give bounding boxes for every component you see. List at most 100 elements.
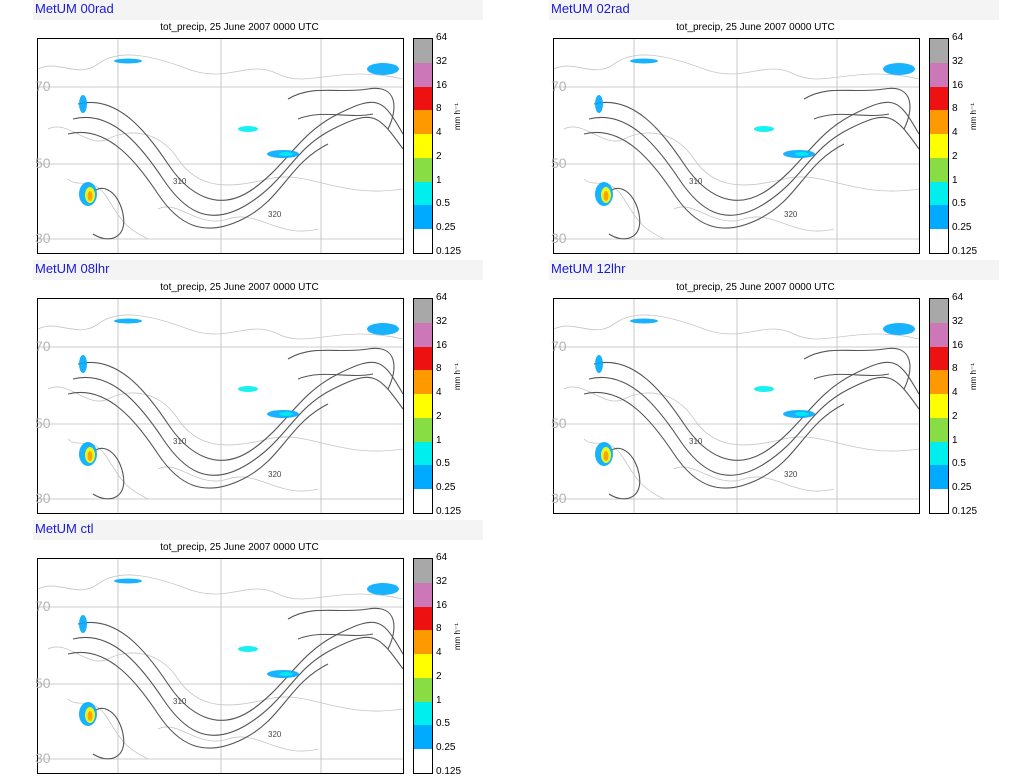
colorbar-segment xyxy=(930,181,948,206)
map-frame: 310 320 xyxy=(553,298,920,514)
colorbar-segment xyxy=(414,134,432,158)
map-frame: 310 320 xyxy=(37,38,404,254)
latitude-label: 70 xyxy=(35,598,51,614)
precip-blob xyxy=(630,318,658,324)
precip-blob xyxy=(754,386,774,392)
colorbar-level-label: 0.25 xyxy=(436,742,456,754)
precip-blob xyxy=(114,58,142,64)
colorbar-segment xyxy=(930,465,948,490)
colorbar-level-label: 16 xyxy=(952,79,964,91)
latitude-label: 30 xyxy=(35,230,51,246)
precip-blob xyxy=(795,152,809,156)
colorbar-segment xyxy=(414,62,432,87)
colorbar-segment xyxy=(414,559,432,583)
precip-blob xyxy=(114,578,142,584)
panel-title: MetUM ctl xyxy=(35,521,94,536)
colorbar-unit: mm h⁻¹ xyxy=(453,103,462,130)
precip-blob xyxy=(595,95,603,113)
precip-blob xyxy=(367,583,399,595)
colorbar-level-label: 0.125 xyxy=(436,766,462,777)
colorbar-segment xyxy=(414,370,432,395)
colorbar-level-label: 0.5 xyxy=(952,458,966,470)
colorbar-level-label: 16 xyxy=(952,339,964,351)
precip-blob xyxy=(795,412,809,416)
colorbar-segment xyxy=(414,39,432,63)
colorbar-level-label: 1 xyxy=(952,174,958,186)
colorbar-level-label: 2 xyxy=(436,670,442,682)
colorbar-segment xyxy=(930,110,948,135)
map-frame: 310 320 xyxy=(37,298,404,514)
colorbar-segment xyxy=(930,417,948,442)
coastlines xyxy=(554,314,919,500)
colorbar-level-label: 0.25 xyxy=(952,222,972,234)
colorbar-level-label: 4 xyxy=(952,387,958,399)
colorbar-segment xyxy=(930,205,948,230)
latitude-label: 30 xyxy=(35,490,51,506)
colorbar-level-label: 2 xyxy=(952,150,958,162)
colorbar-level-label: 8 xyxy=(436,363,442,375)
colorbar-segment xyxy=(414,181,432,206)
colorbar-segment xyxy=(414,346,432,371)
map-canvas: 310 320 xyxy=(38,299,403,513)
colorbar-segment xyxy=(930,62,948,87)
map-canvas: 310 320 xyxy=(554,299,919,513)
colorbar-level-label: 0.5 xyxy=(436,458,450,470)
colorbar-segment xyxy=(930,229,948,253)
colorbar-level-label: 64 xyxy=(436,32,448,43)
colorbar-segment xyxy=(414,606,432,631)
colorbar-level-label: 32 xyxy=(436,55,448,67)
theta-contours xyxy=(67,87,403,240)
colorbar-unit: mm h⁻¹ xyxy=(969,103,978,130)
colorbar-segment xyxy=(414,205,432,230)
latitude-label: 30 xyxy=(551,230,567,246)
panel-subtitle: tot_precip, 25 June 2007 0000 UTC xyxy=(160,542,319,553)
colorbar-level-label: 16 xyxy=(436,599,448,611)
colorbar xyxy=(413,558,433,774)
colorbar-segment xyxy=(414,677,432,702)
panel-header xyxy=(33,520,483,540)
latitude-label: 50 xyxy=(35,155,51,171)
contour-label: 310 xyxy=(173,437,187,446)
precip-blob xyxy=(595,355,603,373)
precipitation-field xyxy=(595,58,915,206)
colorbar xyxy=(413,298,433,514)
colorbar-level-label: 32 xyxy=(952,315,964,327)
map-canvas: 310 320 xyxy=(38,559,403,773)
colorbar-level-label: 1 xyxy=(436,694,442,706)
colorbar-level-label: 4 xyxy=(436,387,442,399)
map-frame: 310 320 xyxy=(553,38,920,254)
panel-subtitle: tot_precip, 25 June 2007 0000 UTC xyxy=(160,282,319,293)
colorbar-segment xyxy=(414,86,432,111)
panel-header xyxy=(33,0,483,20)
precip-blob xyxy=(79,355,87,373)
precip-blob xyxy=(238,646,258,652)
precip-blob xyxy=(87,451,93,461)
contour-label: 320 xyxy=(784,470,798,479)
colorbar-segment xyxy=(930,134,948,158)
colorbar-segment xyxy=(414,630,432,655)
colorbar-level-label: 32 xyxy=(436,575,448,587)
colorbar-segment xyxy=(930,86,948,111)
panel-header xyxy=(549,260,999,280)
theta-contours xyxy=(67,607,403,760)
colorbar-level-label: 64 xyxy=(952,32,964,43)
colorbar-segment xyxy=(414,654,432,678)
colorbar-segment xyxy=(930,394,948,418)
panel-subtitle: tot_precip, 25 June 2007 0000 UTC xyxy=(676,22,835,33)
colorbar-level-label: 8 xyxy=(952,103,958,115)
graticule xyxy=(38,559,403,773)
precip-blob xyxy=(87,711,93,721)
colorbar-level-label: 1 xyxy=(436,434,442,446)
precipitation-field xyxy=(595,318,915,466)
graticule xyxy=(554,39,919,253)
colorbar-level-label: 2 xyxy=(436,410,442,422)
colorbar-segment xyxy=(414,582,432,607)
colorbar-segment xyxy=(414,229,432,253)
colorbar-level-label: 8 xyxy=(436,623,442,635)
precip-blob xyxy=(367,63,399,75)
precip-blob xyxy=(603,191,609,201)
latitude-label: 50 xyxy=(35,415,51,431)
coastlines xyxy=(554,54,919,240)
colorbar-level-label: 64 xyxy=(436,292,448,303)
contour-label: 310 xyxy=(689,437,703,446)
